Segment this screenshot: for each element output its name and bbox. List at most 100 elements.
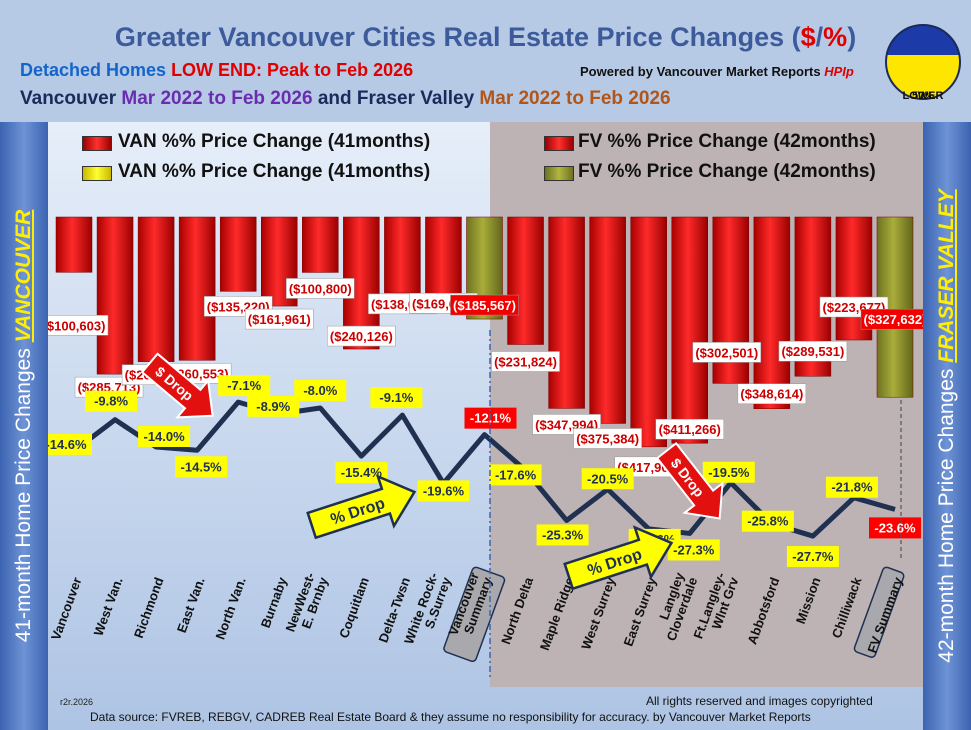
right-side-band: 42-month Home Price Changes FRASER VALLE… bbox=[923, 122, 971, 730]
dollar-label-group: ($348,614) bbox=[737, 383, 807, 404]
percent-label: -8.9% bbox=[256, 399, 290, 414]
title-percent: % bbox=[823, 22, 848, 52]
dollar-bar bbox=[55, 216, 93, 273]
percent-label: -23.6% bbox=[874, 520, 916, 535]
dollar-label-box bbox=[692, 342, 762, 363]
title-slash: / bbox=[815, 22, 824, 52]
dollar-label-box bbox=[778, 340, 848, 362]
dollar-bar bbox=[302, 216, 339, 273]
left-side-band: 41-month Home Price Changes VANCOUVER bbox=[0, 122, 48, 730]
title-paren-open: ( bbox=[784, 22, 801, 52]
dollar-label: ($289,531) bbox=[781, 344, 844, 359]
dollar-bar bbox=[219, 216, 257, 292]
percent-label: -27.3% bbox=[673, 542, 715, 557]
legend-swatch-fv-percent bbox=[544, 166, 574, 181]
powered-text: Powered by Vancouver Market Reports bbox=[580, 64, 825, 79]
legend-van-dollar: VAN %% Price Change (41months) bbox=[118, 131, 431, 152]
dollar-label: ($185,567) bbox=[453, 298, 516, 313]
dollar-bar bbox=[589, 216, 626, 424]
percent-label-group: -20.5% bbox=[581, 468, 634, 490]
badge-line-2: 50% bbox=[911, 90, 935, 102]
dollar-label: ($327,632) bbox=[864, 312, 927, 327]
dollar-label: ($231,824) bbox=[494, 355, 557, 370]
dollar-label-group: ($100,800) bbox=[286, 278, 355, 299]
percent-label-box bbox=[218, 375, 271, 397]
percent-label-group: -15.4% bbox=[335, 462, 388, 484]
lower-50-badge: LOWER 50% bbox=[885, 24, 961, 102]
percent-label: -25.8% bbox=[747, 514, 789, 529]
dollar-label: ($240,126) bbox=[330, 329, 393, 344]
percent-label-group: -8.9% bbox=[247, 395, 300, 417]
dollar-bar bbox=[671, 216, 708, 444]
percent-label: -14.6% bbox=[45, 437, 87, 452]
percent-label-box bbox=[741, 510, 794, 532]
percent-label-group: -17.6% bbox=[489, 464, 542, 486]
percent-label-box bbox=[294, 380, 347, 401]
percent-label-box bbox=[247, 395, 300, 417]
percent-label-group: -27.3% bbox=[667, 539, 720, 561]
percent-label: -19.5% bbox=[708, 465, 750, 480]
percent-label: -19.6% bbox=[423, 483, 465, 498]
percent-label: -21.8% bbox=[831, 480, 873, 495]
header-band bbox=[0, 0, 971, 122]
dollar-label-box bbox=[573, 428, 642, 449]
dollar-bar bbox=[630, 216, 667, 448]
dollar-label-box bbox=[327, 325, 396, 347]
legend-fv-percent: FV %% Price Change (42months) bbox=[578, 161, 876, 182]
percent-label-box bbox=[370, 387, 423, 409]
dollar-label: ($375,384) bbox=[576, 431, 639, 446]
subtitle-low-end: LOW END: Peak to Feb 2026 bbox=[166, 60, 414, 80]
dollar-label-group: ($327,632) bbox=[860, 308, 930, 330]
left-side-text: 41-month Home Price Changes bbox=[12, 342, 35, 643]
title-paren-close: ) bbox=[847, 22, 857, 52]
legend-fv-dollar: FV %% Price Change (42months) bbox=[578, 131, 876, 152]
dollar-bar bbox=[137, 216, 175, 362]
percent-label-box bbox=[536, 524, 589, 546]
badge-line-1: LOWER bbox=[902, 90, 944, 102]
percent-label-box bbox=[40, 433, 92, 455]
percent-label-group: -19.6% bbox=[417, 480, 470, 502]
percent-label: -9.8% bbox=[94, 394, 128, 409]
subtitle-detached: Detached Homes bbox=[20, 60, 167, 80]
footer-code: r2r.2026 bbox=[60, 697, 94, 707]
dollar-bar bbox=[548, 216, 585, 409]
legend-swatch-fv-dollar bbox=[544, 136, 574, 151]
percent-label-box bbox=[869, 517, 921, 539]
percent-label-group: -14.6% bbox=[40, 433, 92, 455]
percent-label-box bbox=[702, 461, 755, 483]
percent-label: -15.4% bbox=[341, 465, 383, 480]
left-side-label: 41-month Home Price Changes VANCOUVER bbox=[12, 210, 36, 643]
percent-label-group: -27.7% bbox=[786, 546, 839, 568]
dollar-label: ($302,501) bbox=[695, 345, 758, 360]
percent-label-group: -7.1% bbox=[218, 375, 271, 397]
dollar-label: ($100,603) bbox=[43, 318, 106, 333]
percent-label-box bbox=[175, 456, 228, 478]
title-dollar: $ bbox=[800, 22, 816, 52]
dollar-label-group: ($161,961) bbox=[245, 308, 314, 330]
dollar-bar bbox=[96, 216, 134, 375]
percent-label: -20.5% bbox=[587, 471, 629, 486]
powered-hpip: HPIp bbox=[824, 64, 854, 79]
dollar-label-group: ($240,126) bbox=[327, 325, 396, 347]
dollar-label-group: ($411,266) bbox=[655, 418, 724, 440]
right-side-label: 42-month Home Price Changes FRASER VALLE… bbox=[935, 189, 959, 662]
percent-label: -9.1% bbox=[379, 390, 413, 405]
right-side-text: 42-month Home Price Changes bbox=[935, 362, 958, 663]
percent-label-box bbox=[138, 426, 191, 447]
dollar-label-group: ($289,531) bbox=[778, 340, 848, 362]
dollar-label: ($161,961) bbox=[248, 312, 311, 327]
legend-van-percent: VAN %% Price Change (41months) bbox=[118, 161, 431, 182]
subtitle-van-period: Mar 2022 to Feb 2026 bbox=[121, 88, 313, 109]
summary-label-box bbox=[853, 566, 905, 658]
dollar-label-box bbox=[655, 418, 724, 440]
powered-by: Powered by Vancouver Market Reports HPIp bbox=[580, 64, 854, 79]
percent-label-box bbox=[489, 464, 542, 486]
left-side-vancouver: VANCOUVER bbox=[12, 209, 35, 343]
subtitle-fv-period: Mar 2022 to Feb 2026 bbox=[479, 88, 671, 109]
percent-label: -7.1% bbox=[227, 378, 261, 393]
footer-source: Data source: FVREB, REBGV, CADREB Real E… bbox=[90, 710, 811, 724]
right-side-fraser-valley: FRASER VALLEY bbox=[935, 189, 958, 363]
percent-label-group: -19.5% bbox=[702, 461, 755, 483]
dollar-label: ($411,266) bbox=[659, 422, 721, 437]
